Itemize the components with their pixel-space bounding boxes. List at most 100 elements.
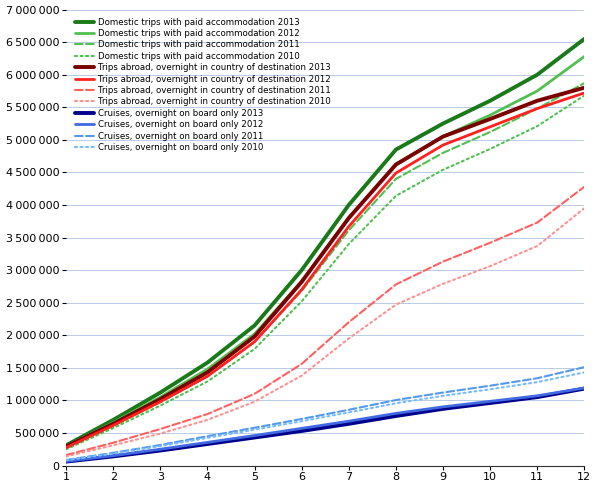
Cruises, overnight on board only 2010 [439, 393, 447, 399]
Cruises, overnight on board only 2010 [204, 435, 211, 441]
Domestic trips with paid accommodation 2011 [298, 288, 305, 294]
Cruises, overnight on board only 2010 [534, 379, 541, 385]
Domestic trips with paid accommodation 2013 [157, 389, 164, 395]
Trips abroad, overnight in country of destination 2010 [251, 399, 258, 405]
Trips abroad, overnight in country of destination 2012 [63, 445, 70, 450]
Cruises, overnight on board only 2010 [251, 427, 258, 432]
Cruises, overnight on board only 2010 [110, 450, 117, 456]
Trips abroad, overnight in country of destination 2010 [63, 453, 70, 459]
Cruises, overnight on board only 2013 [345, 421, 352, 427]
Trips abroad, overnight in country of destination 2012 [157, 399, 164, 405]
Domestic trips with paid accommodation 2012 [581, 54, 588, 60]
Domestic trips with paid accommodation 2010 [204, 379, 211, 385]
Domestic trips with paid accommodation 2013 [298, 267, 305, 273]
Domestic trips with paid accommodation 2011 [439, 150, 447, 156]
Trips abroad, overnight in country of destination 2011 [110, 440, 117, 446]
Trips abroad, overnight in country of destination 2010 [157, 430, 164, 436]
Trips abroad, overnight in country of destination 2010 [204, 417, 211, 423]
Trips abroad, overnight in country of destination 2013 [110, 421, 117, 427]
Cruises, overnight on board only 2012 [298, 426, 305, 431]
Domestic trips with paid accommodation 2010 [581, 93, 588, 99]
Cruises, overnight on board only 2011 [63, 457, 70, 463]
Cruises, overnight on board only 2010 [392, 400, 399, 406]
Domestic trips with paid accommodation 2013 [345, 202, 352, 208]
Trips abroad, overnight in country of destination 2010 [298, 373, 305, 379]
Trips abroad, overnight in country of destination 2011 [487, 240, 494, 245]
Cruises, overnight on board only 2010 [298, 418, 305, 424]
Trips abroad, overnight in country of destination 2011 [439, 259, 447, 264]
Trips abroad, overnight in country of destination 2010 [581, 205, 588, 211]
Line: Trips abroad, overnight in country of destination 2012: Trips abroad, overnight in country of de… [66, 93, 584, 447]
Trips abroad, overnight in country of destination 2012 [345, 224, 352, 229]
Domestic trips with paid accommodation 2013 [534, 72, 541, 78]
Domestic trips with paid accommodation 2010 [298, 299, 305, 305]
Trips abroad, overnight in country of destination 2012 [487, 124, 494, 130]
Cruises, overnight on board only 2012 [345, 418, 352, 424]
Line: Cruises, overnight on board only 2010: Cruises, overnight on board only 2010 [66, 372, 584, 460]
Cruises, overnight on board only 2013 [251, 434, 258, 440]
Trips abroad, overnight in country of destination 2013 [345, 215, 352, 221]
Trips abroad, overnight in country of destination 2012 [298, 287, 305, 293]
Domestic trips with paid accommodation 2013 [110, 417, 117, 423]
Trips abroad, overnight in country of destination 2011 [298, 361, 305, 367]
Cruises, overnight on board only 2012 [439, 404, 447, 410]
Cruises, overnight on board only 2011 [204, 433, 211, 439]
Line: Cruises, overnight on board only 2012: Cruises, overnight on board only 2012 [66, 388, 584, 461]
Domestic trips with paid accommodation 2011 [204, 373, 211, 379]
Trips abroad, overnight in country of destination 2011 [157, 426, 164, 432]
Trips abroad, overnight in country of destination 2011 [345, 319, 352, 325]
Domestic trips with paid accommodation 2012 [392, 161, 399, 167]
Trips abroad, overnight in country of destination 2010 [439, 281, 447, 287]
Cruises, overnight on board only 2013 [110, 453, 117, 459]
Domestic trips with paid accommodation 2012 [63, 444, 70, 449]
Trips abroad, overnight in country of destination 2013 [63, 444, 70, 449]
Domestic trips with paid accommodation 2012 [157, 394, 164, 400]
Line: Cruises, overnight on board only 2011: Cruises, overnight on board only 2011 [66, 367, 584, 460]
Cruises, overnight on board only 2012 [251, 432, 258, 438]
Line: Cruises, overnight on board only 2013: Cruises, overnight on board only 2013 [66, 388, 584, 462]
Trips abroad, overnight in country of destination 2012 [581, 90, 588, 96]
Cruises, overnight on board only 2013 [581, 386, 588, 391]
Cruises, overnight on board only 2011 [487, 383, 494, 388]
Trips abroad, overnight in country of destination 2010 [110, 443, 117, 448]
Cruises, overnight on board only 2013 [439, 406, 447, 412]
Cruises, overnight on board only 2010 [157, 443, 164, 449]
Domestic trips with paid accommodation 2011 [157, 399, 164, 405]
Domestic trips with paid accommodation 2011 [581, 80, 588, 86]
Cruises, overnight on board only 2013 [204, 441, 211, 447]
Line: Domestic trips with paid accommodation 2011: Domestic trips with paid accommodation 2… [66, 83, 584, 448]
Cruises, overnight on board only 2012 [110, 453, 117, 459]
Cruises, overnight on board only 2012 [581, 385, 588, 391]
Cruises, overnight on board only 2012 [392, 410, 399, 416]
Domestic trips with paid accommodation 2011 [110, 423, 117, 428]
Trips abroad, overnight in country of destination 2013 [439, 134, 447, 140]
Trips abroad, overnight in country of destination 2012 [392, 170, 399, 176]
Trips abroad, overnight in country of destination 2010 [487, 263, 494, 269]
Line: Domestic trips with paid accommodation 2010: Domestic trips with paid accommodation 2… [66, 96, 584, 449]
Cruises, overnight on board only 2011 [439, 389, 447, 395]
Cruises, overnight on board only 2012 [204, 440, 211, 446]
Cruises, overnight on board only 2012 [487, 398, 494, 404]
Domestic trips with paid accommodation 2012 [204, 366, 211, 372]
Trips abroad, overnight in country of destination 2013 [487, 116, 494, 122]
Domestic trips with paid accommodation 2013 [204, 360, 211, 366]
Trips abroad, overnight in country of destination 2011 [63, 452, 70, 458]
Domestic trips with paid accommodation 2013 [251, 323, 258, 328]
Legend: Domestic trips with paid accommodation 2013, Domestic trips with paid accommodat: Domestic trips with paid accommodation 2… [71, 14, 334, 156]
Trips abroad, overnight in country of destination 2012 [534, 105, 541, 111]
Trips abroad, overnight in country of destination 2012 [110, 423, 117, 428]
Trips abroad, overnight in country of destination 2013 [392, 162, 399, 167]
Domestic trips with paid accommodation 2012 [251, 331, 258, 337]
Trips abroad, overnight in country of destination 2013 [251, 334, 258, 340]
Trips abroad, overnight in country of destination 2012 [251, 339, 258, 345]
Line: Trips abroad, overnight in country of destination 2011: Trips abroad, overnight in country of de… [66, 187, 584, 455]
Domestic trips with paid accommodation 2012 [439, 134, 447, 140]
Domestic trips with paid accommodation 2013 [487, 98, 494, 103]
Domestic trips with paid accommodation 2010 [392, 193, 399, 199]
Cruises, overnight on board only 2011 [157, 442, 164, 448]
Trips abroad, overnight in country of destination 2011 [251, 391, 258, 397]
Domestic trips with paid accommodation 2010 [110, 425, 117, 431]
Domestic trips with paid accommodation 2013 [439, 121, 447, 126]
Domestic trips with paid accommodation 2013 [392, 147, 399, 153]
Domestic trips with paid accommodation 2010 [534, 123, 541, 129]
